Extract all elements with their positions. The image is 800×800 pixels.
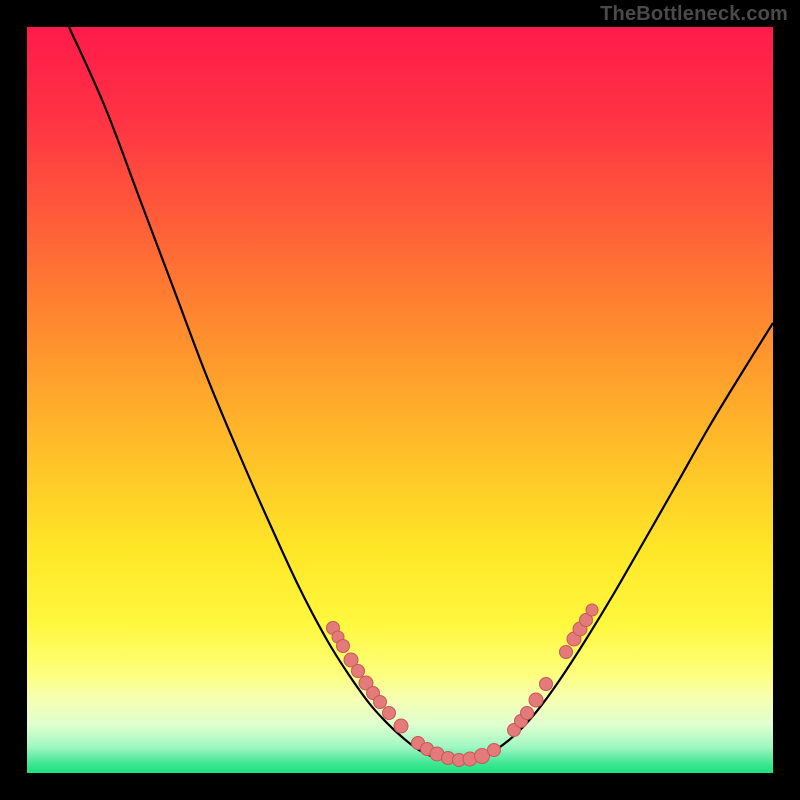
bottleneck-curve-chart bbox=[27, 27, 773, 773]
data-marker bbox=[560, 646, 573, 659]
plot-area bbox=[27, 27, 773, 773]
data-marker bbox=[337, 640, 350, 653]
chart-frame: TheBottleneck.com bbox=[0, 0, 800, 800]
data-marker bbox=[529, 693, 543, 707]
gradient-background bbox=[27, 27, 773, 773]
data-marker bbox=[352, 665, 365, 678]
data-marker bbox=[374, 696, 387, 709]
data-marker bbox=[488, 744, 501, 757]
watermark-text: TheBottleneck.com bbox=[600, 3, 788, 26]
data-marker bbox=[383, 707, 396, 720]
data-marker bbox=[521, 707, 534, 720]
data-marker bbox=[540, 678, 553, 691]
data-marker bbox=[394, 719, 408, 733]
data-marker bbox=[586, 604, 598, 616]
